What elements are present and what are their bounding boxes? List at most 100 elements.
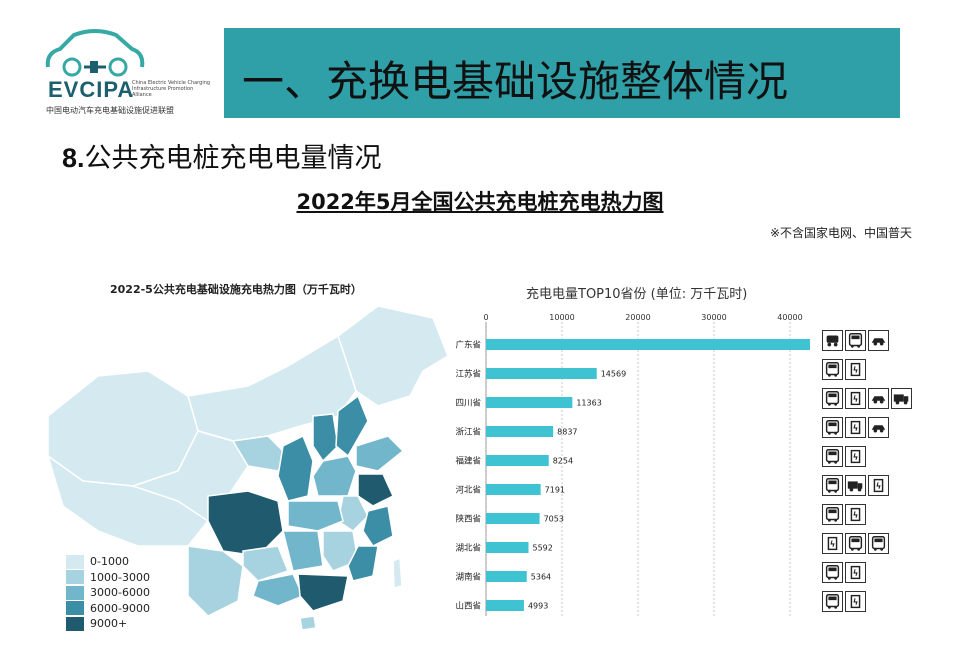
logo-abbr: EVCIPA — [48, 77, 135, 102]
section-number: 8. — [62, 143, 85, 173]
section-title: 8.公共充电桩充电电量情况 — [62, 136, 382, 175]
map-region-taiwan — [392, 556, 403, 589]
legend-item: 0-1000 — [66, 554, 150, 570]
legend-item: 3000-6000 — [66, 585, 150, 601]
data-label: 8837 — [557, 428, 577, 437]
banner-title: 一、充换电基础设施整体情况 — [242, 57, 789, 106]
bus-icon — [822, 417, 843, 438]
map-region-zhejiang — [362, 505, 394, 547]
logo-chinese: 中国电动汽车充电基础设施促进联盟 — [46, 106, 174, 115]
category-label: 广东省 — [455, 340, 481, 351]
map-title: 2022-5公共充电基础设施充电热力图（万千瓦时） — [110, 283, 362, 296]
bar — [486, 426, 554, 437]
charger-icon — [845, 388, 866, 409]
map-region-fujian — [347, 545, 379, 582]
map-region-shanxi — [312, 413, 339, 463]
category-label: 江苏省 — [455, 369, 481, 380]
x-tick-label: 30000 — [701, 313, 726, 322]
category-label: 福建省 — [455, 456, 481, 467]
map-region-hunan — [282, 530, 324, 572]
chart-title: 充电电量TOP10省份 (单位: 万千瓦时) — [526, 283, 747, 302]
bar — [486, 513, 540, 524]
data-label: 14569 — [601, 370, 626, 379]
bus-icon — [845, 330, 866, 351]
main-title: 2022年5月全国公共充电桩充电热力图 — [0, 186, 960, 216]
bar — [486, 542, 529, 553]
icon-row — [822, 562, 912, 591]
bar — [486, 339, 810, 350]
chart-title-text: 充电电量TOP10省份 (单位: 万千瓦时) — [526, 287, 748, 302]
map-region-anhui — [337, 495, 369, 532]
map-region-jiangsu — [357, 473, 394, 507]
x-tick-label: 0 — [483, 313, 488, 322]
car-icon — [822, 330, 843, 351]
data-label: 5592 — [532, 544, 552, 553]
charger-icon — [845, 562, 866, 583]
china-heat-map — [46, 305, 449, 631]
bus-icon — [822, 446, 843, 467]
category-label: 浙江省 — [455, 427, 481, 438]
bar — [486, 484, 541, 495]
sedan-icon — [868, 330, 889, 351]
data-label: 7191 — [545, 486, 565, 495]
top10-bar-chart: 010000200003000040000广东省43187江苏省14569四川省… — [455, 313, 810, 616]
bus-icon — [822, 388, 843, 409]
charger-icon — [845, 359, 866, 380]
map-region-hebei — [335, 394, 369, 458]
x-tick-label: 40000 — [777, 313, 802, 322]
legend-item: 1000-3000 — [66, 570, 150, 586]
icon-row — [822, 359, 912, 388]
icon-row — [822, 388, 912, 417]
sedan-icon — [868, 388, 889, 409]
map-region-shaanxi — [277, 434, 314, 502]
charger-icon — [845, 591, 866, 612]
bar — [486, 571, 527, 582]
data-label: 4993 — [528, 602, 548, 611]
sedan-icon — [868, 417, 889, 438]
map-region-jiangxi — [322, 530, 359, 572]
bus-icon — [822, 359, 843, 380]
legend-swatch — [66, 601, 84, 616]
category-label: 陕西省 — [455, 514, 481, 525]
charger-icon — [822, 533, 843, 554]
note-text: ※不含国家电网、中国普天 — [769, 226, 912, 240]
bar — [486, 397, 573, 408]
icon-row — [822, 330, 912, 359]
title-banner: 一、充换电基础设施整体情况 — [224, 28, 900, 118]
data-label: 8254 — [553, 457, 573, 466]
icon-row — [822, 417, 912, 446]
legend-label: 3000-6000 — [90, 586, 150, 600]
vehicle-icon-grid — [822, 330, 912, 620]
alliance-logo: EVCIPA China Electric Vehicle Charging I… — [40, 25, 210, 120]
bar — [486, 368, 597, 379]
legend-label: 1000-3000 — [90, 570, 150, 584]
x-tick-label: 20000 — [625, 313, 650, 322]
truck-icon — [845, 475, 866, 496]
map-region-shandong — [355, 435, 405, 472]
data-label: 11363 — [576, 399, 601, 408]
map-region-tibet — [46, 454, 210, 547]
legend-item: 6000-9000 — [66, 601, 150, 617]
legend-label: 9000+ — [90, 617, 128, 631]
car-plug-logo-icon — [45, 29, 145, 77]
bus-icon — [845, 533, 866, 554]
legend-label: 0-1000 — [90, 555, 129, 569]
map-region-guangxi — [252, 573, 305, 607]
x-tick-label: 10000 — [549, 313, 574, 322]
icon-row — [822, 475, 912, 504]
map-region-xinjiang — [47, 370, 199, 487]
charger-icon — [868, 475, 889, 496]
section-label: 公共充电桩充电电量情况 — [84, 143, 382, 174]
bus-icon — [822, 562, 843, 583]
map-region-hainan — [299, 615, 317, 631]
charger-icon — [845, 417, 866, 438]
legend-item: 9000+ — [66, 616, 150, 632]
category-label: 湖北省 — [455, 543, 481, 554]
bar — [486, 455, 549, 466]
bus-icon — [868, 533, 889, 554]
category-label: 四川省 — [455, 398, 481, 409]
main-title-text: 2022年5月全国公共充电桩充电热力图 — [296, 190, 664, 214]
legend-swatch — [66, 585, 84, 600]
map-region-henan — [312, 455, 357, 497]
category-label: 湖南省 — [455, 572, 481, 583]
